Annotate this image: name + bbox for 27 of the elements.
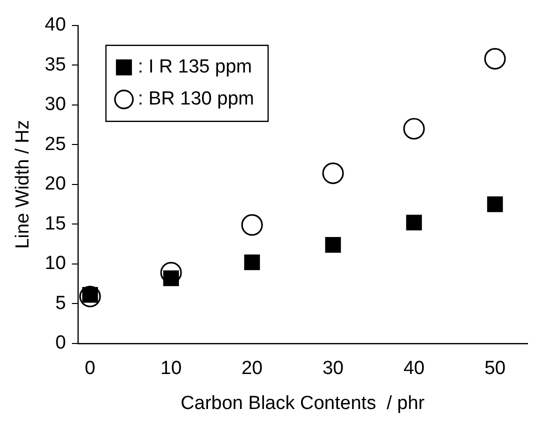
point (406, 214, 422, 230)
y-tick-label: 40 (44, 14, 66, 36)
point (487, 196, 503, 212)
x-axis-title: Carbon Black Contents / phr (180, 392, 426, 414)
point (403, 118, 425, 140)
y-tick-label: 20 (44, 174, 66, 195)
x-tick-label: 50 (484, 358, 506, 380)
y-tick-label: 15 (44, 213, 66, 234)
y-tick-label: 0 (55, 332, 66, 354)
legend-label: : I R 135 ppm (138, 56, 252, 78)
y-tick-label: 30 (44, 94, 66, 116)
x-tick-label: 40 (403, 358, 425, 380)
point (325, 236, 341, 253)
x-tick-label: 20 (241, 358, 263, 380)
legend-label: : BR 130 ppm (138, 88, 254, 110)
point (241, 214, 263, 236)
point (244, 254, 260, 270)
x-tick-label: 30 (322, 358, 344, 380)
point (484, 48, 506, 70)
x-tick-label: 10 (160, 358, 182, 380)
x-tick-label: 0 (84, 358, 96, 380)
y-tick-label: 25 (44, 134, 66, 155)
y-tick-label: 10 (44, 253, 66, 274)
y-axis-title: Line Width / Hz (12, 120, 34, 249)
point (322, 162, 344, 184)
y-tick-label: 5 (55, 292, 66, 314)
y-tick-label: 35 (44, 54, 66, 76)
